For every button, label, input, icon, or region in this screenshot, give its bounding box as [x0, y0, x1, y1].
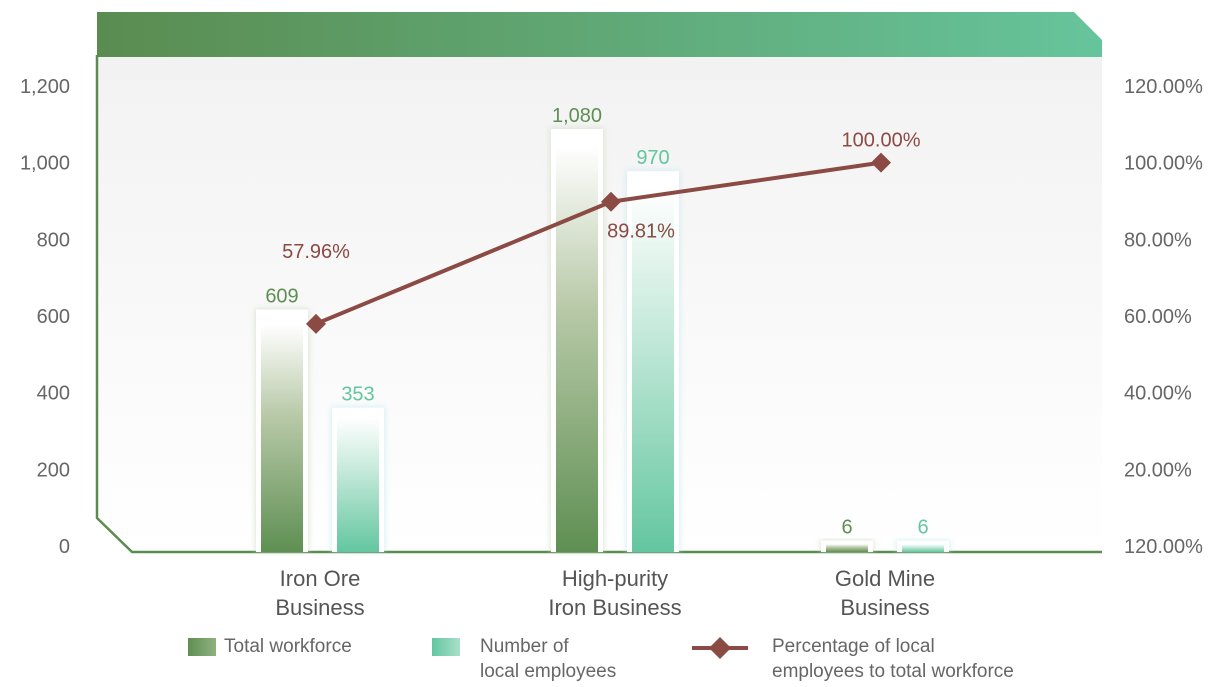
bar-data-label: 6 — [841, 517, 852, 539]
x-axis-category-label: Iron Ore — [280, 566, 361, 591]
percentage-data-label: 57.96% — [282, 241, 350, 263]
bar-local-employees — [337, 417, 379, 552]
legend-swatch-total — [188, 638, 216, 656]
data-labels: 609 1,080 6 353 970 6 57.96% 89.81% 100.00% — [265, 105, 928, 539]
legend-swatch-percentage — [692, 637, 748, 659]
percentage-data-label: 89.81% — [607, 221, 675, 243]
bar-data-label: 6 — [917, 517, 928, 539]
y-left-tick-label: 1,000 — [20, 153, 70, 175]
y-right-tick-label: 20.00% — [1124, 459, 1192, 481]
y-left-tick-label: 600 — [37, 306, 70, 328]
y-right-tick-label: 40.00% — [1124, 383, 1192, 405]
x-axis-category-label: Iron Business — [548, 595, 681, 620]
percentage-line-layer — [306, 152, 891, 334]
y-left-tick-label: 400 — [37, 383, 70, 405]
y-axis-right: 120.00% 20.00% 40.00% 60.00% 80.00% 100.00% 12… — [1124, 76, 1203, 558]
bar-group — [255, 128, 950, 552]
y-axis-left: 0 200 400 600 800 1,000 1,200 — [20, 76, 70, 558]
y-right-tick-label: 60.00% — [1124, 306, 1192, 328]
plot-frame-left — [95, 55, 1102, 554]
x-axis-categories: Iron Ore Business High-purity Iron Business… — [275, 566, 935, 620]
bar-local-employees — [902, 544, 944, 552]
bar-data-label: 970 — [636, 147, 669, 169]
percentage-marker — [306, 313, 326, 334]
percentage-marker — [871, 152, 891, 173]
x-axis-category-label: Business — [840, 595, 929, 620]
x-axis-category-label: Gold Mine — [835, 566, 935, 591]
percentage-marker — [601, 191, 621, 212]
legend-item-local: Number of local employees — [432, 634, 616, 684]
y-left-tick-label: 800 — [37, 229, 70, 251]
bar-total-workforce — [826, 544, 868, 552]
percentage-data-label: 100.00% — [842, 130, 921, 152]
bar-local-employees — [632, 188, 674, 552]
bar-data-label: 609 — [265, 286, 298, 308]
y-left-tick-label: 200 — [37, 459, 70, 481]
bar-total-workforce — [261, 324, 303, 552]
y-right-tick-label: 100.00% — [1124, 153, 1203, 175]
y-right-tick-label: 120.00% — [1124, 76, 1203, 98]
legend-swatch-local — [432, 638, 460, 656]
legend-label-total: Total workforce — [224, 636, 352, 657]
y-right-tick-label: 80.00% — [1124, 229, 1192, 251]
legend-item-total: Total workforce — [188, 634, 352, 659]
bar-total-workforce — [556, 146, 598, 552]
x-axis-category-label: Business — [275, 595, 364, 620]
legend-label-percentage: Percentage of local employees to total w… — [772, 636, 1014, 682]
legend-label-local: Number of local employees — [480, 636, 617, 682]
bar-data-label: 1,080 — [552, 105, 602, 127]
y-left-tick-label: 0 — [59, 536, 70, 558]
x-axis-category-label: High-purity — [562, 566, 668, 591]
legend-item-percentage: Percentage of local employees to total w… — [692, 634, 1014, 684]
y-right-tick-label: 120.00% — [1124, 536, 1203, 558]
plot-frame-top — [97, 12, 1102, 57]
bar-data-label: 353 — [341, 384, 374, 406]
y-left-tick-label: 1,200 — [20, 76, 70, 98]
legend: Total workforce Number of local employee… — [0, 634, 1227, 687]
